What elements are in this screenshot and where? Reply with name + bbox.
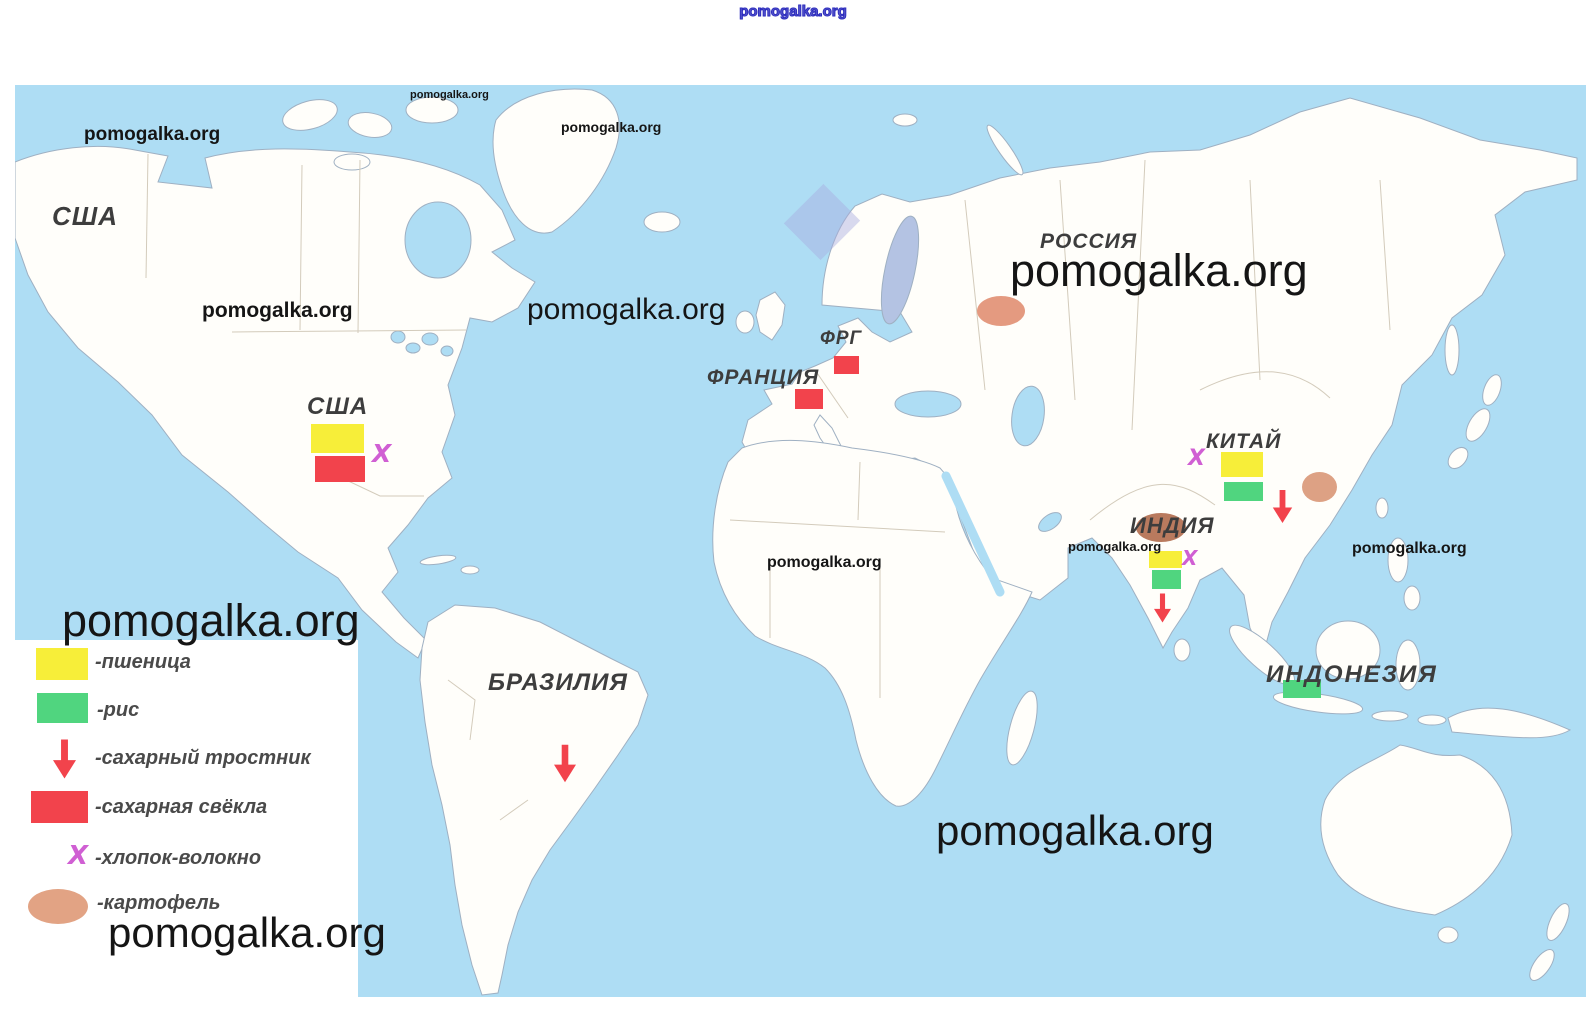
map-legend: -пшеница -рис -сахарный тростник -сахарн… bbox=[0, 640, 358, 997]
marker-china-cotton: X bbox=[1188, 446, 1205, 471]
cuba bbox=[419, 554, 457, 566]
label-india: ИНДИЯ bbox=[1130, 513, 1215, 538]
label-china: КИТАЙ bbox=[1206, 430, 1282, 453]
label-brazil: БРАЗИЛИЯ bbox=[488, 669, 628, 696]
red-sea bbox=[941, 471, 1005, 597]
iceland bbox=[643, 211, 681, 233]
marker-indonesia-rice bbox=[1283, 680, 1321, 698]
marker-usa-wheat bbox=[311, 424, 364, 453]
label-germany: ФРГ bbox=[820, 328, 863, 349]
caspian-sea bbox=[1011, 385, 1045, 447]
marker-russia-potato bbox=[977, 296, 1025, 326]
marker-usa-sugarbeet bbox=[315, 456, 365, 482]
new-zealand bbox=[1546, 903, 1570, 941]
watermark-alaska: pomogalka.org bbox=[84, 124, 221, 145]
legend-potato-label: -картофель bbox=[97, 892, 221, 914]
legend-wheat-label: -пшеница bbox=[95, 651, 191, 673]
legend-cotton-x: X bbox=[68, 841, 89, 871]
sulawesi bbox=[1395, 639, 1421, 691]
label-usa-alaska: США bbox=[52, 201, 119, 231]
black-sea bbox=[894, 390, 962, 418]
marker-india-cotton: X bbox=[1182, 546, 1198, 570]
sakhalin bbox=[1444, 324, 1460, 376]
australia bbox=[1320, 744, 1513, 916]
baltic-sea bbox=[880, 215, 920, 325]
label-france: ФРАНЦИЯ bbox=[707, 366, 820, 389]
marker-germany-sugarbeet bbox=[834, 356, 859, 374]
watermark-indian-ocean-large: pomogalka.org bbox=[936, 807, 1214, 854]
label-indonesia: ИНДОНЕЗИЯ bbox=[1266, 661, 1438, 688]
marker-brazil-sugarcane bbox=[554, 744, 576, 788]
taiwan bbox=[1375, 497, 1389, 519]
marker-india-sugarcane bbox=[1154, 591, 1171, 630]
legend-rice-swatch bbox=[37, 693, 88, 723]
legend-potato-ellipse bbox=[28, 889, 88, 924]
watermark-africa: pomogalka.org bbox=[767, 554, 882, 571]
legend-rice-label: -рис bbox=[97, 699, 140, 721]
watermark-top: pomogalka.org bbox=[739, 3, 848, 20]
scandinavia-highlight bbox=[783, 183, 861, 261]
persian-gulf bbox=[1038, 512, 1062, 532]
label-russia: РОССИЯ bbox=[1040, 230, 1138, 253]
legend-sugarbeet-label: -сахарная свёкла bbox=[95, 796, 268, 818]
tasmania bbox=[1437, 926, 1459, 944]
watermark-greenland: pomogalka.org bbox=[561, 119, 662, 135]
japan bbox=[1482, 374, 1502, 406]
watermark-left-large: pomogalka.org bbox=[62, 595, 360, 646]
watermark-pacific: pomogalka.org bbox=[1352, 540, 1467, 557]
hudson-bay bbox=[404, 201, 472, 279]
continent-south-america bbox=[419, 604, 649, 996]
watermark-russia-large: pomogalka.org bbox=[1010, 245, 1308, 296]
marker-usa-cotton: X bbox=[372, 439, 392, 468]
continent-africa bbox=[712, 439, 1033, 807]
marker-india-rice bbox=[1152, 570, 1181, 589]
arctic-islands bbox=[282, 99, 338, 131]
great-lakes bbox=[390, 330, 406, 344]
watermark-canada: pomogalka.org bbox=[202, 299, 353, 322]
legend-cotton-label: -хлопок-волокно bbox=[95, 847, 262, 869]
philippines bbox=[1387, 537, 1409, 583]
marker-china-sugarcane bbox=[1272, 490, 1293, 528]
watermark-arctic-small: pomogalka.org bbox=[410, 89, 489, 101]
marker-france-sugarbeet bbox=[795, 389, 823, 409]
marker-india-potato bbox=[1136, 513, 1186, 542]
legend-sugarbeet-swatch bbox=[31, 791, 88, 823]
label-usa: США bbox=[307, 393, 369, 420]
marker-india-wheat bbox=[1149, 551, 1182, 568]
watermark-bottom-left-large: pomogalka.org bbox=[108, 909, 386, 956]
borneo bbox=[1315, 620, 1381, 680]
madagascar bbox=[1006, 690, 1038, 766]
marker-china-potato bbox=[1302, 472, 1337, 502]
world-map-canvas bbox=[15, 88, 1578, 996]
legend-wheat-swatch bbox=[36, 648, 88, 680]
british-isles bbox=[755, 291, 786, 341]
watermark-india-small: pomogalka.org bbox=[1068, 539, 1162, 554]
watermark-atlantic: pomogalka.org bbox=[527, 293, 726, 326]
legend-sugarcane-arrow bbox=[53, 734, 76, 789]
marker-china-wheat bbox=[1221, 452, 1263, 477]
greenland bbox=[492, 88, 620, 234]
new-guinea bbox=[1447, 707, 1572, 739]
sri-lanka bbox=[1173, 638, 1191, 662]
legend-sugarcane-label: -сахарный тростник bbox=[95, 747, 311, 769]
marker-china-rice bbox=[1224, 482, 1263, 501]
